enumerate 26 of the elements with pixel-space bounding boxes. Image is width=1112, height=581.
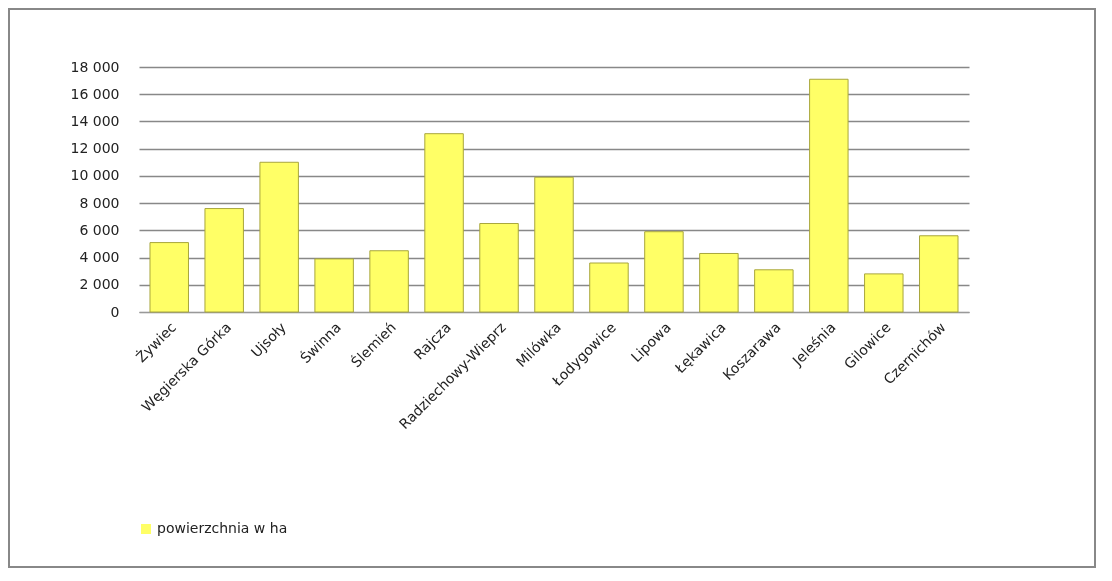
bar (149, 242, 189, 313)
bar (314, 258, 354, 313)
bar (644, 231, 684, 313)
y-tick-label: 0 (110, 303, 120, 320)
y-tick-label: 14 000 (70, 112, 120, 129)
bar (754, 269, 794, 313)
bar (479, 223, 519, 313)
bar (534, 176, 574, 313)
y-tick-label: 8 000 (79, 194, 120, 211)
y-tick-label: 4 000 (79, 249, 120, 266)
bar (204, 208, 244, 313)
bar (589, 262, 629, 313)
bar (864, 273, 904, 313)
y-tick-label: 18 000 (70, 58, 120, 75)
y-tick-label: 16 000 (70, 85, 120, 102)
bar (424, 133, 464, 313)
y-tick-label: 2 000 (79, 276, 120, 293)
bar (259, 161, 299, 313)
y-tick-label: 6 000 (79, 221, 120, 238)
bar (919, 235, 959, 313)
bar (809, 78, 849, 313)
legend-label: powierzchnia w ha (157, 520, 288, 536)
y-tick-label: 12 000 (70, 140, 120, 157)
y-tick-label: 10 000 (70, 167, 120, 184)
bar (369, 250, 409, 313)
bar (699, 252, 739, 313)
